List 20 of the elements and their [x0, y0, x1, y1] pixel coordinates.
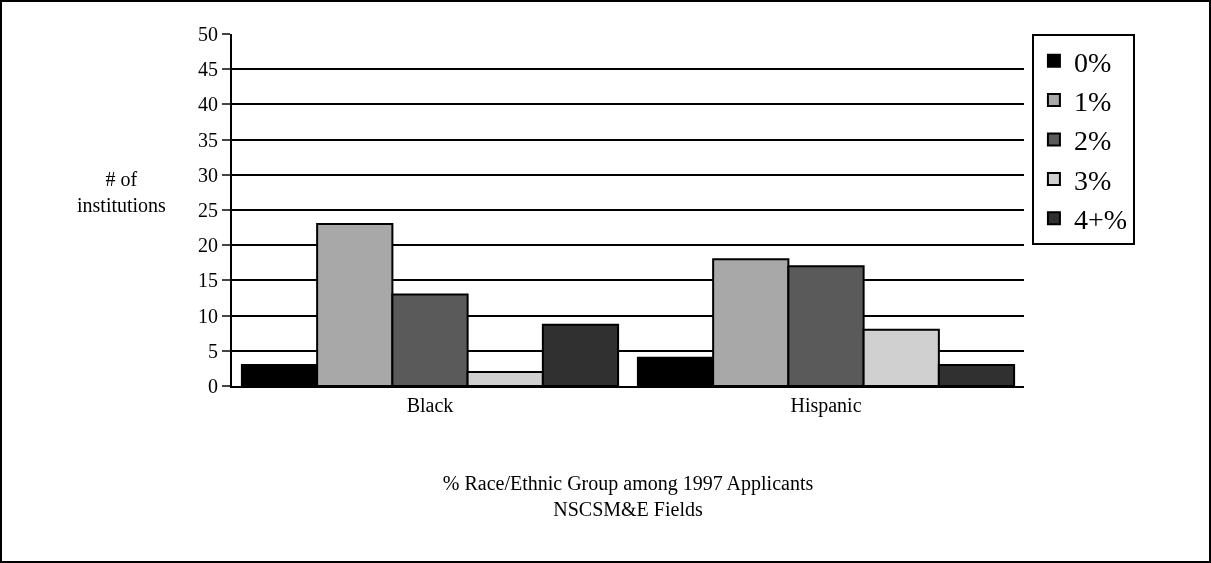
- y-tick-label: 10: [198, 304, 218, 327]
- y-tick-label: 50: [198, 23, 218, 45]
- x-tick-label: Black: [406, 394, 454, 416]
- y-tick-label: 5: [208, 339, 218, 362]
- y-tick-label: 0: [208, 375, 218, 397]
- y-tick-label: 30: [198, 163, 218, 186]
- legend-label: 2%: [1073, 125, 1112, 157]
- y-axis-title: # of institutions: [77, 168, 167, 216]
- x-tick-label: Hispanic: [790, 394, 862, 417]
- y-tick-label: 20: [198, 234, 218, 257]
- y-tick-label: 45: [198, 58, 218, 81]
- y-tick-label: 40: [198, 93, 218, 116]
- y-tick-label: 35: [198, 128, 218, 151]
- legend-label: 0%: [1073, 46, 1112, 78]
- x-axis-title: % Race/Ethnic Group among 1997 Applicants NSCSM&E Fields: [442, 472, 814, 520]
- legend-label: 3%: [1073, 164, 1112, 196]
- legend-label: 4+%: [1073, 204, 1128, 236]
- y-tick-label: 25: [198, 199, 218, 221]
- legend-label: 1%: [1073, 86, 1112, 118]
- y-tick-label: 15: [198, 269, 218, 292]
